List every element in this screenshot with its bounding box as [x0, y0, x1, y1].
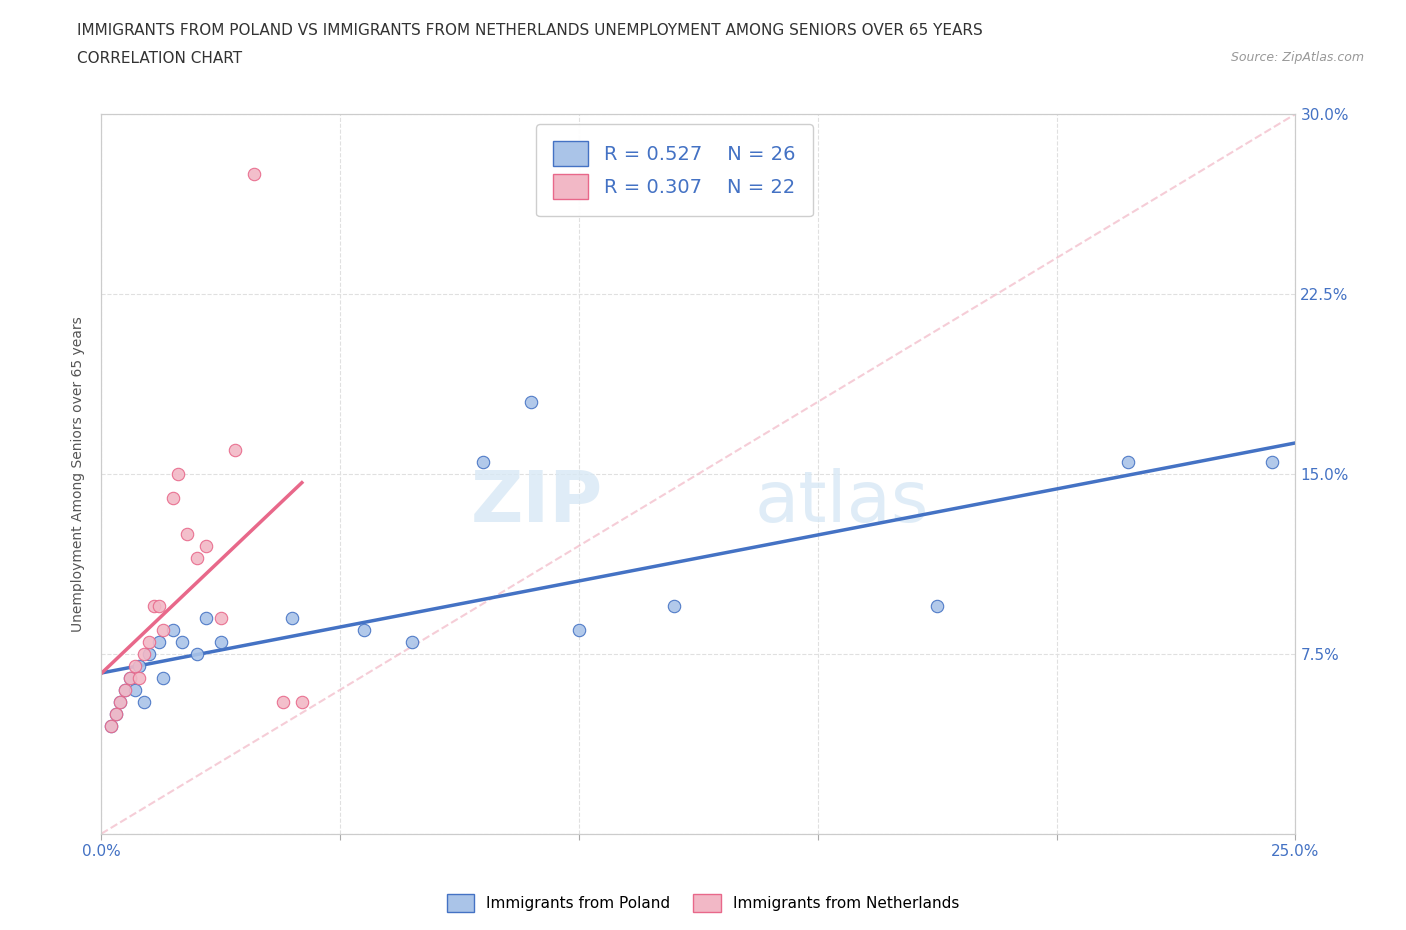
Point — [1260, 455, 1282, 470]
Point — [152, 622, 174, 637]
Point — [100, 718, 122, 733]
Point — [472, 455, 495, 470]
Point — [110, 695, 132, 710]
Point — [176, 526, 198, 541]
Point — [152, 671, 174, 685]
Point — [124, 658, 146, 673]
Point — [114, 683, 136, 698]
Point — [291, 695, 314, 710]
Point — [148, 634, 170, 649]
Point — [186, 551, 208, 565]
Y-axis label: Unemployment Among Seniors over 65 years: Unemployment Among Seniors over 65 years — [72, 316, 86, 631]
Point — [148, 598, 170, 613]
Point — [195, 610, 218, 625]
Point — [224, 443, 246, 458]
Point — [209, 610, 232, 625]
Point — [209, 634, 232, 649]
Legend: R = 0.527    N = 26, R = 0.307    N = 22: R = 0.527 N = 26, R = 0.307 N = 22 — [536, 124, 813, 217]
Point — [195, 538, 218, 553]
Point — [128, 671, 150, 685]
Text: CORRELATION CHART: CORRELATION CHART — [77, 51, 242, 66]
Point — [100, 718, 122, 733]
Point — [138, 646, 160, 661]
Point — [134, 646, 156, 661]
Point — [186, 646, 208, 661]
Point — [166, 467, 188, 482]
Point — [162, 490, 184, 505]
Point — [104, 707, 127, 722]
Point — [281, 610, 304, 625]
Point — [114, 683, 136, 698]
Point — [124, 683, 146, 698]
Point — [138, 634, 160, 649]
Point — [142, 598, 165, 613]
Point — [128, 658, 150, 673]
Point — [172, 634, 194, 649]
Text: IMMIGRANTS FROM POLAND VS IMMIGRANTS FROM NETHERLANDS UNEMPLOYMENT AMONG SENIORS: IMMIGRANTS FROM POLAND VS IMMIGRANTS FRO… — [77, 23, 983, 38]
Point — [118, 671, 141, 685]
Text: Source: ZipAtlas.com: Source: ZipAtlas.com — [1230, 51, 1364, 64]
Point — [271, 695, 294, 710]
Point — [1116, 455, 1139, 470]
Point — [664, 598, 686, 613]
Point — [568, 622, 591, 637]
Legend: Immigrants from Poland, Immigrants from Netherlands: Immigrants from Poland, Immigrants from … — [440, 888, 966, 918]
Text: atlas: atlas — [755, 468, 929, 538]
Point — [104, 707, 127, 722]
Point — [110, 695, 132, 710]
Point — [353, 622, 375, 637]
Point — [243, 166, 266, 181]
Point — [520, 394, 543, 409]
Point — [118, 671, 141, 685]
Text: ZIP: ZIP — [471, 468, 603, 538]
Point — [927, 598, 949, 613]
Point — [134, 695, 156, 710]
Point — [401, 634, 423, 649]
Point — [162, 622, 184, 637]
